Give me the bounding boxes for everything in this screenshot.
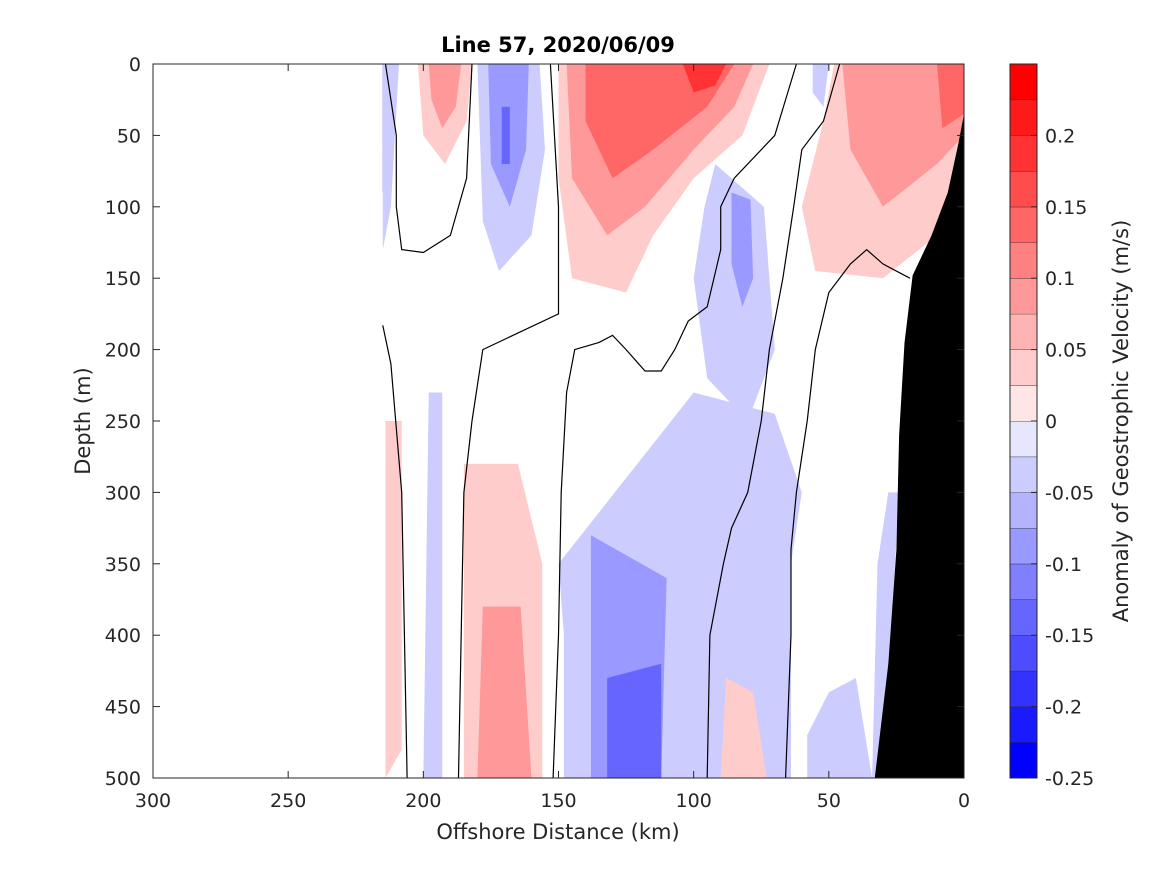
y-tick-label: 300 <box>105 482 141 504</box>
colorbar-tick-label: 0.05 <box>1045 340 1087 362</box>
anomaly-region-4 <box>428 64 462 129</box>
colorbar-band <box>1010 171 1037 207</box>
anomaly-region-17 <box>936 64 964 129</box>
bathymetry <box>874 113 964 779</box>
anomaly-region-14 <box>812 64 829 107</box>
y-tick-label: 400 <box>105 625 141 647</box>
y-tick-label: 0 <box>129 54 141 76</box>
colorbar-band <box>1010 599 1037 636</box>
plot-area: 300 250 200 150 100 50 0 050100150200250300350… <box>105 54 970 812</box>
anomaly-region-12 <box>693 163 775 421</box>
colorbar-tick-label: 0.1 <box>1045 268 1075 290</box>
x-tick-label: 300 <box>135 790 171 812</box>
colorbar-band <box>1010 456 1037 493</box>
anomaly-region-22 <box>477 606 532 778</box>
y-tick-label: 200 <box>105 340 141 362</box>
zero-contour-5 <box>784 248 911 779</box>
y-tick-label: 350 <box>105 554 141 576</box>
colorbar-tick-label: -0.25 <box>1045 768 1094 790</box>
colorbar-tick-label: -0.1 <box>1045 554 1082 576</box>
anomaly-regions <box>382 64 964 778</box>
colorbar-band <box>1010 421 1037 457</box>
x-tick-label: 0 <box>958 790 970 812</box>
colorbar-band <box>1010 385 1037 421</box>
x-axis-label: Offshore Distance (km) <box>436 820 679 844</box>
colorbar-band <box>1010 706 1037 743</box>
x-tick-label: 150 <box>540 790 576 812</box>
colorbar-band <box>1010 242 1037 279</box>
anomaly-region-23 <box>385 421 402 778</box>
zero-contour-4 <box>706 63 841 779</box>
colorbar-ticks: 0.2 0.15 0.1 0.05 0 -0.05 -0.1 -0.15 -0.2 -0.25 <box>1031 125 1094 790</box>
colorbar-band <box>1010 313 1037 350</box>
y-tick-label: 100 <box>105 197 141 219</box>
colorbar-tick-label: 0.2 <box>1045 125 1075 147</box>
anomaly-region-2 <box>382 64 400 250</box>
y-tick-label: 50 <box>117 125 141 147</box>
y-tick-label: 500 <box>105 768 141 790</box>
colorbar-band <box>1010 635 1037 671</box>
colorbar-bands <box>1010 63 1037 778</box>
anomaly-region-11 <box>682 64 727 93</box>
x-tick-label: 250 <box>270 790 306 812</box>
zero-contour-3 <box>552 63 797 779</box>
y-tick-label: 450 <box>105 697 141 719</box>
colorbar-tick-label: 0.15 <box>1045 197 1087 219</box>
anomaly-region-10 <box>585 64 735 179</box>
colorbar-band <box>1010 206 1037 243</box>
anomaly-region-13 <box>731 192 754 307</box>
colorbar-band <box>1010 492 1037 529</box>
colorbar-tick-label: -0.2 <box>1045 697 1082 719</box>
colorbar-band <box>1010 278 1037 314</box>
anomaly-region-16 <box>842 64 964 207</box>
colorbar-tick-label: -0.05 <box>1045 482 1094 504</box>
zero-contour-0 <box>384 63 473 254</box>
y-tick-label: 150 <box>105 268 141 290</box>
colorbar-band <box>1010 563 1037 600</box>
colorbar-band <box>1010 349 1037 386</box>
colorbar-band <box>1010 742 1037 778</box>
zero-contour-1 <box>382 325 408 779</box>
anomaly-region-25 <box>720 678 767 778</box>
anomaly-region-24 <box>423 392 443 778</box>
colorbar-band <box>1010 670 1037 707</box>
zero-contour-2 <box>457 63 560 779</box>
anomaly-region-20 <box>607 663 662 778</box>
colorbar-tick-label: -0.15 <box>1045 625 1094 647</box>
chart-title: Line 57, 2020/06/09 <box>441 33 675 57</box>
x-tick-label: 100 <box>676 790 712 812</box>
x-tick-label: 50 <box>817 790 841 812</box>
colorbar-band <box>1010 64 1037 100</box>
colorbar-band <box>1010 135 1037 172</box>
y-tick-label: 250 <box>105 411 141 433</box>
anomaly-region-7 <box>501 106 510 164</box>
x-axis: 300 250 200 150 100 50 0 <box>135 64 970 812</box>
colorbar-band <box>1010 528 1037 564</box>
x-tick-label: 200 <box>405 790 441 812</box>
zero-contours <box>382 63 911 779</box>
anomaly-region-27 <box>872 492 900 778</box>
colorbar: 0.2 0.15 0.1 0.05 0 -0.05 -0.1 -0.15 -0.2 -0.25 A… <box>1009 63 1133 790</box>
anomaly-region-26 <box>807 678 873 778</box>
colorbar-tick-label: 0 <box>1045 411 1057 433</box>
y-axis-label: Depth (m) <box>71 367 95 474</box>
y-axis: 0 50 100 150 200 250 300 350 400 450 500 <box>105 54 964 790</box>
colorbar-label: Anomaly of Geostrophic Velocity (m/s) <box>1109 220 1133 623</box>
colorbar-band <box>1010 99 1037 136</box>
